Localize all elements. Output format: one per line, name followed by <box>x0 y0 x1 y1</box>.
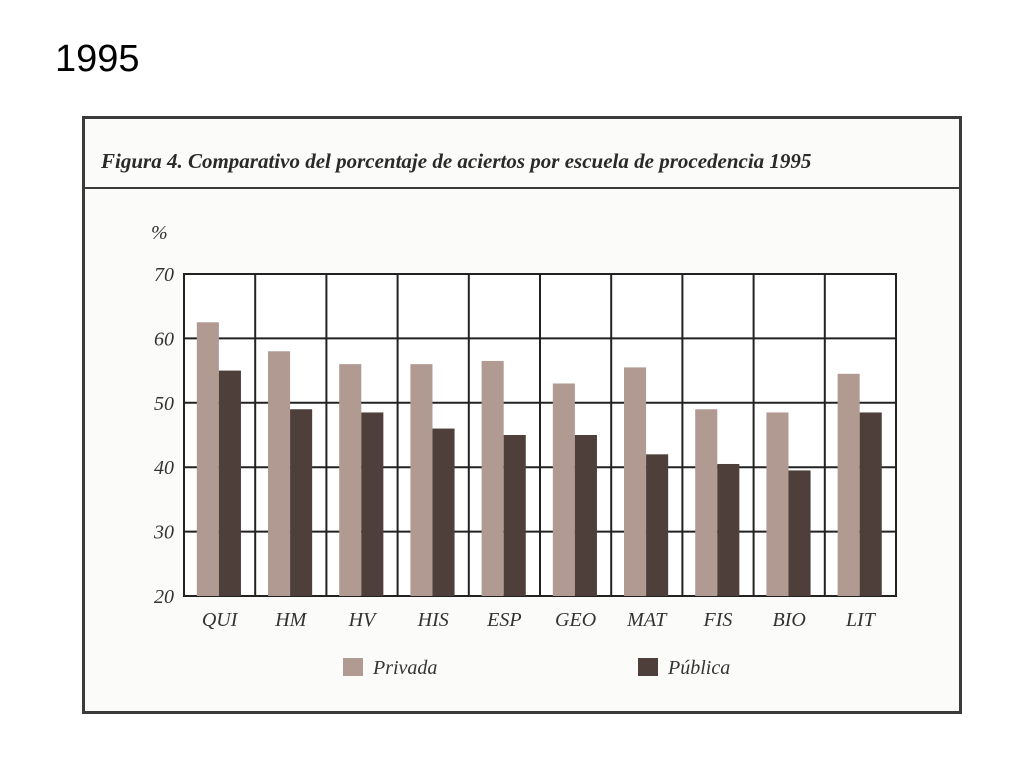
legend-label: Privada <box>372 657 437 679</box>
bar-pblica-geo <box>574 435 597 596</box>
legend-swatch <box>638 658 658 676</box>
legend: Privada Pública <box>343 657 730 679</box>
y-tick-label: 50 <box>154 393 174 415</box>
bar-pblica-bio <box>788 470 811 596</box>
bar-pblica-hm <box>290 409 313 596</box>
bar-pblica-esp <box>503 435 526 596</box>
bar-pblica-lit <box>859 412 882 596</box>
bar-privada-esp <box>481 360 504 596</box>
x-tick-label: QUI <box>202 609 239 631</box>
bar-privada-hv <box>339 364 362 596</box>
slide-title: 1995 <box>55 38 140 80</box>
x-tick-label: BIO <box>773 609 806 631</box>
x-tick-label: HIS <box>417 609 449 631</box>
y-tick-label: 70 <box>154 264 174 286</box>
bar-privada-hm <box>268 351 291 596</box>
bar-privada-his <box>410 364 433 596</box>
bar-pblica-qui <box>218 370 241 596</box>
chart-title: Figura 4. Comparativo del porcentaje de … <box>85 119 959 189</box>
bar-pblica-hv <box>361 412 384 596</box>
bar-privada-mat <box>624 367 647 596</box>
bar-pblica-his <box>432 428 455 596</box>
x-tick-label: HV <box>348 609 378 631</box>
y-tick-label: 20 <box>154 586 174 608</box>
axes: 20 30 40 50 60 70 QUI HM HV HIS ESP GEO MAT FIS BIO LIT <box>153 264 877 631</box>
bar-pblica-mat <box>646 454 669 596</box>
legend-label: Pública <box>667 657 730 679</box>
y-tick-label: 30 <box>153 522 174 544</box>
x-tick-label: GEO <box>555 609 596 631</box>
y-tick-label: 60 <box>154 328 174 350</box>
bar-privada-geo <box>552 383 575 596</box>
bar-chart: 20 30 40 50 60 70 QUI HM HV HIS ESP GEO MAT FIS BIO LIT… <box>151 222 897 679</box>
bar-privada-bio <box>766 412 789 596</box>
legend-swatch <box>343 658 363 676</box>
figure-frame: Figura 4. Comparativo del porcentaje de … <box>82 116 962 714</box>
bars <box>196 322 882 596</box>
x-tick-label: HM <box>274 609 307 631</box>
bar-privada-fis <box>695 409 718 596</box>
x-tick-label: ESP <box>486 609 521 631</box>
x-tick-label: MAT <box>626 609 668 631</box>
x-tick-label: FIS <box>703 609 733 631</box>
bar-privada-lit <box>837 373 860 596</box>
x-tick-label: LIT <box>845 609 877 631</box>
y-axis-label: % <box>151 222 168 244</box>
y-tick-label: 40 <box>154 457 174 479</box>
bar-pblica-fis <box>717 463 740 596</box>
bar-privada-qui <box>196 322 219 596</box>
